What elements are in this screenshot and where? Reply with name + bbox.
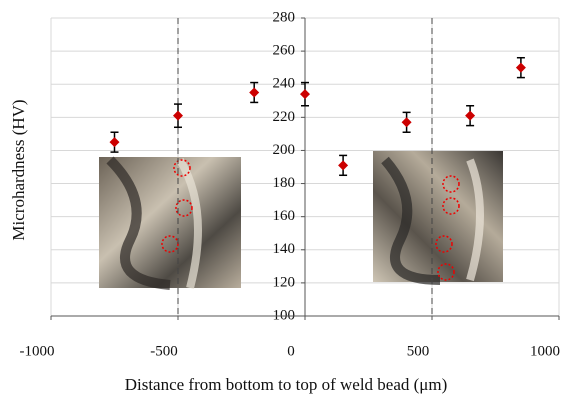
data-point [515, 62, 526, 73]
micrograph-left [99, 156, 241, 290]
data-point [401, 117, 412, 128]
data-point [109, 137, 120, 148]
data-point [300, 89, 310, 100]
y-tick-label: 220 [273, 109, 296, 125]
y-tick-label: 160 [273, 208, 296, 224]
y-axis-title: Microhardness (HV) [9, 99, 28, 240]
x-tick-label: -1000 [20, 343, 55, 359]
y-tick-label: 120 [273, 274, 296, 290]
y-tick-label: 180 [273, 175, 296, 191]
x-tick-label: 0 [287, 343, 295, 359]
y-tick-label: 280 [273, 9, 296, 25]
overlay: 100 120 140 160 180 200 220 240 260 280 -1000 -500 0… [20, 9, 561, 359]
x-tick-label: 500 [407, 343, 430, 359]
y-tick-label: 260 [273, 43, 296, 59]
x-tick-label: 1000 [530, 343, 560, 359]
micrograph-right [373, 151, 503, 285]
data-point [249, 87, 260, 98]
data-point [465, 110, 476, 121]
x-axis-title: Distance from bottom to top of weld bead… [125, 375, 448, 394]
y-tick-label: 140 [273, 241, 296, 257]
data-point [338, 160, 349, 171]
data-point [173, 110, 183, 121]
y-tick-label: 200 [273, 142, 296, 158]
x-tick-label: -500 [150, 343, 178, 359]
y-tick-label: 100 [273, 307, 296, 323]
y-tick-label: 240 [273, 76, 296, 92]
